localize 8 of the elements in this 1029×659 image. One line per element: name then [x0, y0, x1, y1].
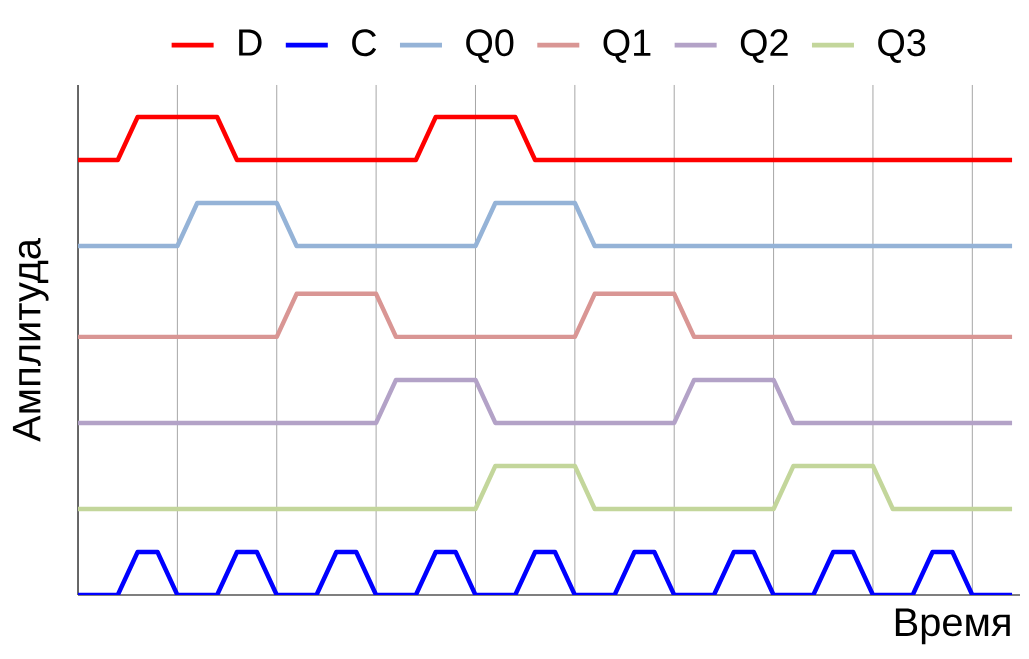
legend-label: Q2 — [740, 29, 788, 63]
x-axis-title: Время — [895, 608, 1010, 645]
legend-label: Q3 — [878, 29, 926, 63]
legend-label: Q1 — [603, 29, 651, 63]
y-axis-title: Амплитуда — [12, 238, 49, 442]
legend-label: D — [239, 29, 262, 56]
legend-label: Q0 — [466, 29, 514, 63]
legend-label: C — [352, 29, 377, 57]
